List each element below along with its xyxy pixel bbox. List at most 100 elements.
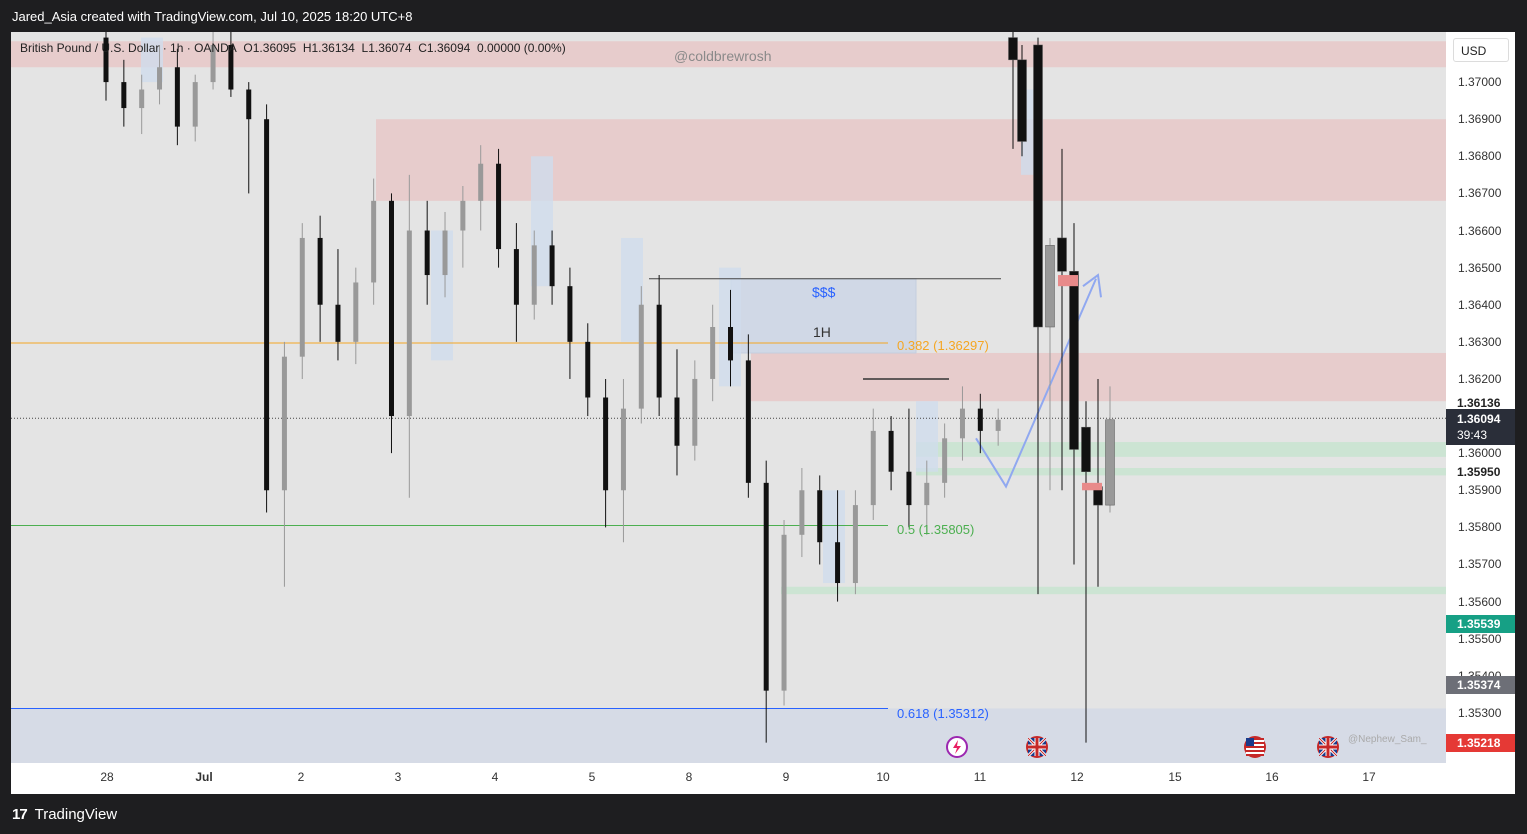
time-tick: 17 — [1362, 770, 1376, 784]
demand-zone-4 — [916, 468, 1446, 476]
candle-body — [1033, 44, 1043, 328]
price-tick: 1.35500 — [1458, 631, 1502, 646]
time-tick: 10 — [876, 770, 890, 784]
current-price-label: 1.36094 39:43 — [1446, 409, 1515, 446]
price-tick: 1.36200 — [1458, 371, 1502, 386]
supply-zone-0 — [11, 41, 1446, 68]
timeframe-box — [730, 278, 917, 354]
time-tick: 28 — [100, 770, 114, 784]
candle-body — [977, 408, 983, 431]
time-tick: 16 — [1265, 770, 1279, 784]
candle-body — [745, 360, 751, 483]
demand-zone-5 — [781, 586, 1446, 595]
tradingview-brand: TradingView — [34, 806, 118, 823]
candle-body — [531, 245, 537, 305]
candle-body — [317, 237, 323, 305]
candle-body — [388, 200, 394, 417]
price-label-p1: 1.36136 — [1446, 393, 1515, 412]
highlight-block-5 — [823, 490, 845, 584]
candle-body — [1045, 245, 1055, 328]
candle-body — [460, 200, 466, 231]
candle-body — [888, 430, 894, 472]
highlight-block-3 — [621, 237, 643, 342]
candle-body — [371, 200, 377, 283]
price-tick: 1.35700 — [1458, 557, 1502, 572]
candle-body — [103, 37, 109, 83]
candle-body — [924, 482, 930, 506]
candle-body — [728, 326, 734, 361]
highlight-block-1 — [431, 230, 453, 361]
legend-change: 0.00000 (0.00%) — [476, 41, 566, 55]
candle-body — [157, 67, 163, 90]
price-label-p4: 1.35374 — [1446, 676, 1515, 695]
time-tick: 15 — [1168, 770, 1182, 784]
candle-body — [496, 163, 502, 250]
candle-body — [353, 282, 359, 342]
price-chart[interactable] — [11, 32, 1446, 763]
tradingview-footer: 17 TradingView — [12, 806, 117, 823]
price-tick: 1.36000 — [1458, 446, 1502, 461]
candle-body — [1008, 37, 1018, 61]
price-tick: 1.37000 — [1458, 75, 1502, 90]
candle-body — [281, 356, 287, 491]
candle-body — [549, 245, 555, 287]
chart-plot-area[interactable] — [11, 32, 1446, 763]
demand-zone-3 — [916, 442, 1446, 457]
lightning-event-icon[interactable] — [946, 736, 968, 758]
candle-body — [1017, 59, 1027, 142]
candle-body — [174, 67, 180, 127]
candle-body — [335, 304, 341, 342]
supply-zone-1 — [376, 119, 1446, 201]
uk-flag-event-icon-2[interactable] — [1317, 736, 1339, 758]
price-tick: 1.35600 — [1458, 594, 1502, 609]
legend-open: O1.36095 — [243, 41, 297, 55]
candle-body — [246, 89, 252, 120]
candle-body — [995, 419, 1001, 431]
candle-body — [620, 408, 626, 491]
candle-body — [603, 397, 609, 491]
price-tick: 1.36400 — [1458, 297, 1502, 312]
time-axis[interactable]: 28 Jul 2 3 4 5 8 9 10 11 12 15 16 17 — [11, 763, 1446, 794]
price-tick: 1.36500 — [1458, 260, 1502, 275]
candle-body — [228, 44, 234, 90]
time-tick: 2 — [297, 770, 305, 784]
candle-body — [692, 378, 698, 446]
candle-body — [674, 397, 680, 446]
legend-close: C1.36094 — [418, 41, 471, 55]
price-tick: 1.35900 — [1458, 483, 1502, 498]
fib-618-label: 0.618 (1.35312) — [897, 706, 989, 721]
price-label-p3: 1.35539 — [1446, 615, 1515, 634]
candle-body — [906, 471, 912, 506]
author-watermark: @coldbrewrosh — [674, 48, 772, 64]
candle-body — [513, 249, 519, 305]
lower-fib-band — [11, 708, 1446, 763]
supply-marker — [1058, 275, 1078, 287]
candle-body — [799, 490, 805, 535]
candle-body — [121, 82, 127, 109]
us-flag-event-icon[interactable] — [1244, 736, 1266, 758]
timeframe-box-label: 1H — [813, 324, 831, 340]
legend-high: H1.36134 — [302, 41, 355, 55]
candle-body — [710, 326, 716, 379]
candle-body — [139, 89, 145, 109]
secondary-watermark: @Nephew_Sam_ — [1348, 734, 1427, 745]
price-label-p5: 1.35218 — [1446, 734, 1515, 753]
candle-body — [585, 341, 591, 398]
current-price: 1.36094 — [1457, 412, 1501, 427]
time-tick: 12 — [1070, 770, 1084, 784]
price-axis[interactable]: USD 1.37000 1.36900 1.36800 1.36700 1.36600 1… — [1446, 32, 1515, 763]
time-tick: Jul — [195, 770, 213, 784]
candle-body — [942, 438, 948, 483]
highlight-block-6 — [916, 401, 938, 472]
candle-body — [1057, 237, 1067, 272]
currency-button[interactable]: USD — [1453, 38, 1509, 62]
candle-body — [264, 119, 270, 491]
candle-body — [567, 286, 573, 342]
legend-low: L1.36074 — [361, 41, 412, 55]
candle-body — [852, 505, 858, 584]
candle-body — [763, 482, 769, 691]
uk-flag-event-icon[interactable] — [1026, 736, 1048, 758]
candle-body — [1105, 419, 1115, 506]
candle-body — [656, 304, 662, 398]
time-tick: 5 — [588, 770, 596, 784]
